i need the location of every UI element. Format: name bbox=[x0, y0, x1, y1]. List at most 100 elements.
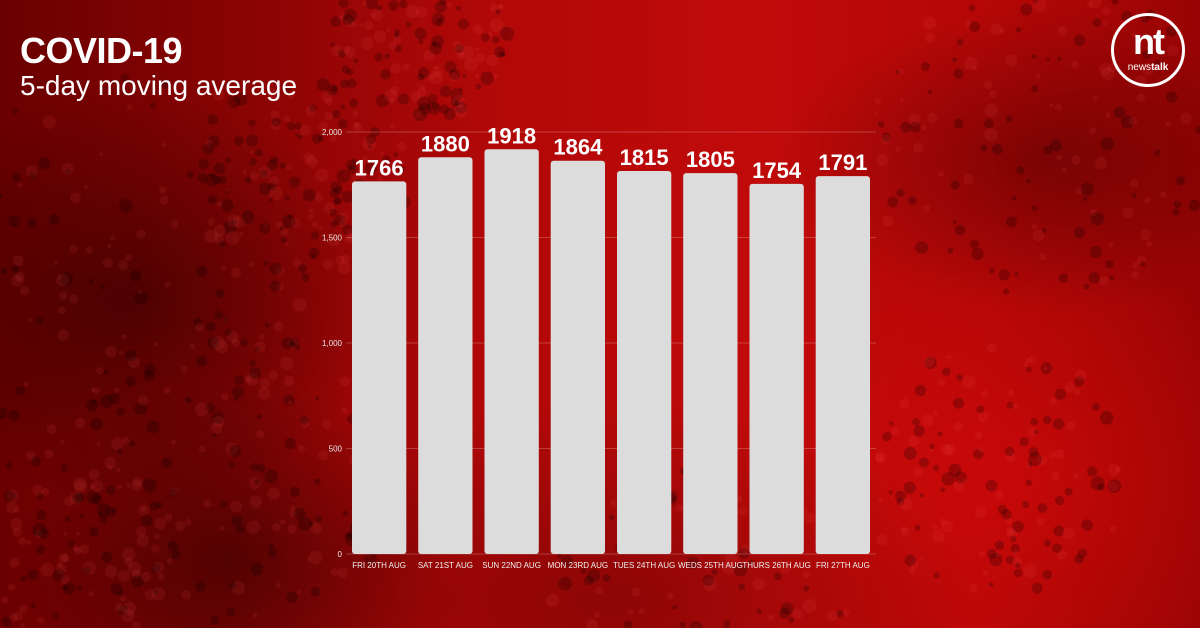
texture-dot bbox=[156, 501, 163, 509]
texture-dot bbox=[339, 219, 347, 228]
texture-dot bbox=[954, 224, 966, 236]
texture-dot bbox=[1087, 1, 1094, 8]
texture-dot bbox=[418, 67, 430, 79]
texture-dot bbox=[456, 52, 464, 60]
texture-dot bbox=[269, 186, 283, 201]
texture-dot bbox=[464, 57, 478, 72]
texture-dot bbox=[1109, 275, 1115, 281]
texture-dot bbox=[284, 86, 291, 94]
texture-dot bbox=[411, 91, 422, 103]
x-category-label: MON 23RD AUG bbox=[548, 561, 608, 570]
texture-dot bbox=[91, 493, 103, 505]
texture-dot bbox=[149, 102, 156, 109]
texture-dot bbox=[932, 410, 938, 416]
texture-dot bbox=[365, 0, 378, 10]
texture-dot bbox=[64, 496, 74, 507]
texture-dot bbox=[258, 182, 271, 195]
texture-dot bbox=[334, 186, 343, 196]
texture-dot bbox=[969, 239, 980, 249]
texture-dot bbox=[127, 561, 142, 576]
logo-word-light: news bbox=[1127, 62, 1152, 73]
texture-dot bbox=[994, 540, 1005, 550]
texture-dot bbox=[100, 285, 106, 290]
texture-dot bbox=[27, 569, 39, 581]
texture-dot bbox=[114, 603, 125, 613]
texture-dot bbox=[300, 419, 310, 428]
texture-dot bbox=[185, 397, 192, 404]
texture-dot bbox=[359, 23, 364, 28]
texture-dot bbox=[558, 576, 573, 591]
texture-dot bbox=[1057, 56, 1062, 61]
texture-dot bbox=[1025, 479, 1032, 486]
texture-dot bbox=[268, 182, 276, 191]
texture-dot bbox=[386, 28, 391, 33]
texture-dot bbox=[480, 71, 495, 86]
texture-dot bbox=[31, 456, 41, 467]
texture-dot bbox=[104, 565, 118, 578]
texture-dot bbox=[375, 94, 389, 108]
texture-dot bbox=[878, 497, 883, 502]
logo-mark: nt bbox=[1133, 21, 1165, 62]
texture-dot bbox=[44, 449, 54, 459]
texture-dot bbox=[351, 158, 357, 164]
texture-dot bbox=[1005, 555, 1015, 565]
texture-dot bbox=[593, 611, 601, 618]
texture-dot bbox=[38, 157, 51, 170]
texture-dot bbox=[332, 109, 341, 119]
texture-dot bbox=[738, 583, 746, 591]
texture-dot bbox=[7, 583, 16, 591]
texture-dot bbox=[1040, 362, 1053, 375]
texture-dot bbox=[924, 356, 937, 370]
texture-dot bbox=[231, 580, 246, 595]
texture-dot bbox=[325, 98, 333, 106]
texture-dot bbox=[990, 23, 1002, 35]
texture-dot bbox=[334, 214, 346, 226]
texture-dot bbox=[341, 407, 348, 414]
texture-dot bbox=[341, 190, 354, 203]
data-label: 1791 bbox=[818, 150, 867, 175]
texture-dot bbox=[196, 265, 208, 277]
texture-dot bbox=[171, 440, 176, 445]
texture-dot bbox=[453, 95, 466, 108]
texture-dot bbox=[842, 609, 850, 617]
texture-dot bbox=[275, 266, 285, 276]
texture-dot bbox=[75, 531, 80, 536]
texture-dot bbox=[402, 63, 411, 71]
texture-dot bbox=[210, 616, 220, 625]
texture-dot bbox=[348, 98, 358, 108]
texture-dot bbox=[944, 443, 957, 456]
texture-dot bbox=[756, 608, 762, 614]
texture-dot bbox=[268, 370, 278, 381]
texture-dot bbox=[74, 480, 87, 494]
texture-dot bbox=[308, 550, 323, 565]
texture-dot bbox=[1095, 157, 1108, 170]
texture-dot bbox=[20, 575, 27, 583]
texture-dot bbox=[492, 35, 500, 44]
texture-dot bbox=[1019, 437, 1029, 447]
texture-dot bbox=[638, 607, 645, 615]
texture-dot bbox=[300, 416, 309, 425]
texture-dot bbox=[976, 405, 985, 414]
texture-dot bbox=[335, 255, 346, 265]
bar bbox=[683, 173, 738, 554]
texture-dot bbox=[933, 572, 940, 579]
texture-dot bbox=[1108, 481, 1119, 492]
texture-dot bbox=[72, 544, 80, 552]
texture-dot bbox=[1028, 447, 1039, 458]
texture-dot bbox=[1074, 369, 1087, 382]
texture-dot bbox=[121, 334, 127, 340]
texture-dot bbox=[417, 73, 425, 81]
texture-dot bbox=[294, 122, 302, 130]
texture-dot bbox=[5, 501, 18, 514]
texture-dot bbox=[12, 107, 19, 115]
texture-dot bbox=[270, 156, 279, 165]
texture-dot bbox=[110, 583, 123, 596]
texture-dot bbox=[57, 329, 69, 341]
y-axis-ticks: 0 500 1,000 1,500 2,000 bbox=[322, 128, 343, 559]
texture-dot bbox=[426, 73, 435, 82]
texture-dot bbox=[1004, 446, 1015, 457]
texture-dot bbox=[968, 4, 976, 12]
texture-dot bbox=[225, 157, 232, 164]
texture-dot bbox=[303, 152, 314, 163]
texture-dot bbox=[1039, 253, 1047, 261]
